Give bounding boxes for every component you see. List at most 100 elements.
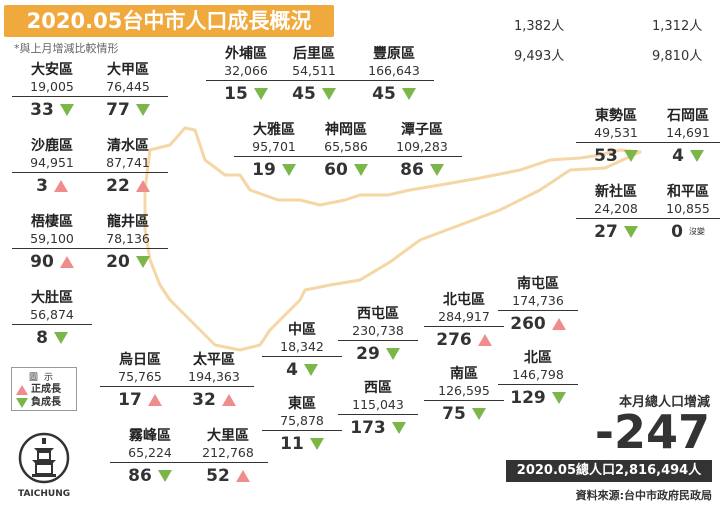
district-name: 神岡區	[325, 122, 367, 138]
total-change-label: 本月總人口增減	[618, 395, 710, 410]
down-triangle-icon	[391, 422, 406, 434]
district-name: 烏日區	[119, 352, 161, 368]
district-change-value: 8	[36, 328, 48, 348]
district-change-value: 4	[672, 146, 684, 166]
district-population: 59,100	[12, 231, 92, 249]
district-change: 52	[188, 465, 268, 487]
district-change: 4	[262, 359, 342, 381]
district-beitun: 北屯區 284,917 276	[424, 292, 504, 351]
district-name: 大肚區	[31, 290, 73, 306]
district-population: 109,283	[382, 139, 462, 157]
district-name: 西區	[364, 380, 392, 396]
district-wuri: 烏日區 75,765 17	[100, 352, 180, 411]
district-shengang: 神岡區 65,586 60	[306, 122, 386, 181]
district-name: 新社區	[595, 184, 637, 200]
district-change-value: 53	[594, 146, 618, 166]
district-daya: 大雅區 95,701 19	[234, 122, 314, 181]
district-population: 94,951	[12, 155, 92, 173]
district-change-value: 4	[286, 360, 298, 380]
district-change: 3	[12, 175, 92, 197]
district-daan: 大安區 19,005 33	[12, 62, 92, 121]
district-change-value: 260	[510, 314, 546, 334]
district-name: 后里區	[293, 46, 335, 62]
district-change-value: 29	[356, 344, 380, 364]
district-change-value: 86	[128, 466, 152, 486]
district-change-value: 19	[252, 160, 276, 180]
district-dadu: 大肚區 56,874 8	[12, 290, 92, 349]
move-out-value: 9,810人	[652, 49, 703, 64]
district-population: 18,342	[262, 339, 342, 357]
district-change: 77	[88, 99, 168, 121]
district-change-value: 60	[324, 160, 348, 180]
down-triangle-icon	[623, 150, 638, 162]
district-change-value: 75	[442, 404, 466, 424]
district-change-value: 173	[350, 418, 386, 438]
district-name: 潭子區	[401, 122, 443, 138]
district-change: 19	[234, 159, 314, 181]
up-triangle-icon	[135, 180, 150, 192]
district-population: 65,224	[110, 445, 190, 463]
district-tanzi: 潭子區 109,283 86	[382, 122, 462, 181]
page-title: 2020.05台中市人口成長概況	[4, 5, 334, 37]
district-change-value: 33	[30, 100, 54, 120]
district-population: 126,595	[424, 383, 504, 401]
up-triangle-icon	[235, 470, 250, 482]
legend-title: 圖示	[28, 373, 59, 383]
district-change: 90	[12, 251, 92, 273]
district-population: 14,691	[648, 125, 720, 143]
district-name: 大里區	[207, 428, 249, 444]
district-change-value: 45	[372, 84, 396, 104]
pagoda-icon	[18, 432, 70, 484]
down-triangle-icon	[53, 332, 68, 344]
down-triangle-icon	[401, 88, 416, 100]
down-triangle-icon	[135, 256, 150, 268]
district-population: 75,878	[262, 413, 342, 431]
district-change: 53	[576, 145, 656, 167]
district-dali: 大里區 212,768 52	[188, 428, 268, 487]
total-population: 2020.05總人口2,816,494人	[506, 460, 712, 482]
comparison-note: *與上月增減比較情形	[14, 42, 119, 55]
district-change: 8	[12, 327, 92, 349]
district-name: 清水區	[107, 138, 149, 154]
district-population: 115,043	[338, 397, 418, 415]
district-population: 56,874	[12, 307, 92, 325]
district-change: 60	[306, 159, 386, 181]
district-name: 南屯區	[517, 276, 559, 292]
no-change-label: 沒變	[688, 227, 705, 236]
district-waipu: 外埔區 32,066 15	[206, 46, 286, 105]
district-change: 27	[576, 221, 656, 243]
district-name: 南區	[450, 366, 478, 382]
district-change: 33	[12, 99, 92, 121]
down-triangle-icon	[623, 226, 638, 238]
down-triangle-icon	[253, 88, 268, 100]
legend: 圖示 正成長 負成長	[11, 367, 77, 411]
district-change: 45	[274, 83, 354, 105]
district-nan: 南區 126,595 75	[424, 366, 504, 425]
district-change-value: 90	[30, 252, 54, 272]
district-name: 東區	[288, 396, 316, 412]
district-name: 大安區	[31, 62, 73, 78]
district-population: 49,531	[576, 125, 656, 143]
district-shalu: 沙鹿區 94,951 3	[12, 138, 92, 197]
down-triangle-icon	[281, 164, 296, 176]
birth-badge: 出生	[460, 19, 487, 34]
logo-text: TAICHUNG	[18, 489, 71, 499]
district-xinshe: 新社區 24,208 27	[576, 184, 656, 243]
down-triangle-icon	[135, 104, 150, 116]
district-population: 230,738	[338, 323, 418, 341]
district-change-value: 0	[671, 222, 683, 242]
down-triangle-icon	[385, 348, 400, 360]
district-change: 0 沒變	[648, 221, 720, 243]
district-change: 4	[648, 145, 720, 167]
district-change: 17	[100, 389, 180, 411]
district-taiping: 太平區 194,363 32	[174, 352, 254, 411]
district-change-value: 27	[594, 222, 618, 242]
district-change-value: 15	[224, 84, 248, 104]
district-change-value: 11	[280, 434, 304, 454]
move-in-badge: 遷入	[460, 49, 487, 64]
district-population: 174,736	[498, 293, 578, 311]
down-triangle-icon	[353, 164, 368, 176]
district-change: 32	[174, 389, 254, 411]
district-change: 86	[110, 465, 190, 487]
